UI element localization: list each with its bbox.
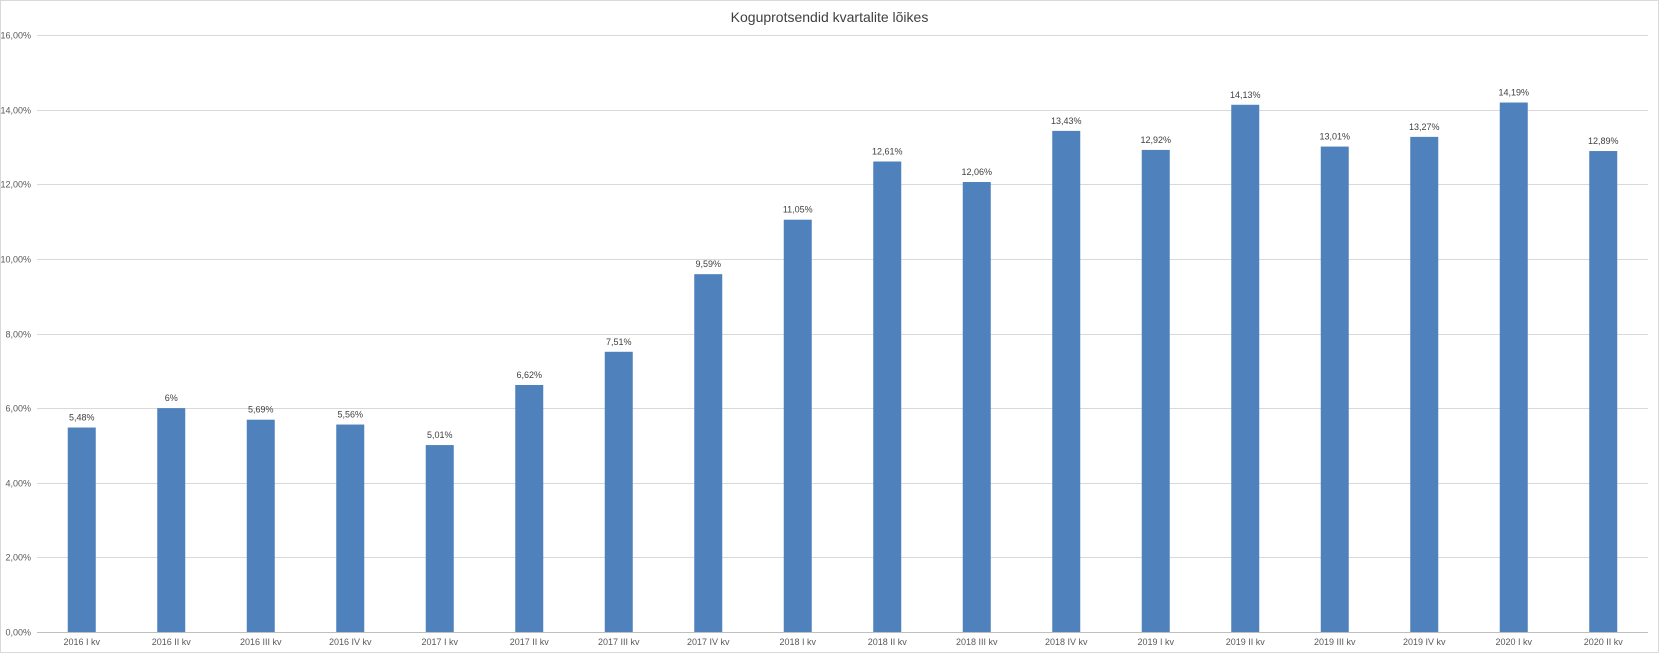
- bar: [1410, 136, 1439, 632]
- data-label: 5,01%: [427, 430, 453, 440]
- data-label: 12,61%: [872, 146, 903, 156]
- data-label: 12,89%: [1588, 136, 1619, 146]
- x-tick-label: 2017 III kv: [598, 637, 640, 647]
- x-tick-label: 2020 I kv: [1495, 637, 1532, 647]
- x-tick-label: 2018 III kv: [956, 637, 998, 647]
- data-label: 14,13%: [1230, 90, 1261, 100]
- bar: [1589, 151, 1618, 632]
- bar: [962, 182, 991, 633]
- data-label: 13,43%: [1051, 116, 1082, 126]
- data-label: 6,62%: [516, 370, 542, 380]
- x-tick-label: 2019 III kv: [1314, 637, 1356, 647]
- y-tick-label: 8,00%: [5, 330, 31, 340]
- x-tick-label: 2016 II kv: [152, 637, 192, 647]
- y-tick-label: 12,00%: [0, 180, 31, 190]
- bar: [1141, 149, 1170, 633]
- x-tick-label: 2018 II kv: [868, 637, 908, 647]
- x-tick-label: 2016 I kv: [63, 637, 100, 647]
- bar: [1231, 104, 1260, 633]
- bar: [157, 408, 186, 632]
- y-tick-label: 6,00%: [5, 404, 31, 414]
- bar: [783, 219, 812, 632]
- x-tick-label: 2019 II kv: [1226, 637, 1266, 647]
- x-tick-label: 2017 II kv: [510, 637, 550, 647]
- bar: [1499, 102, 1528, 632]
- bar: [425, 445, 454, 632]
- x-tick-label: 2018 I kv: [779, 637, 816, 647]
- y-tick-label: 14,00%: [0, 106, 31, 116]
- x-tick-label: 2016 IV kv: [329, 637, 372, 647]
- data-label: 14,19%: [1498, 88, 1529, 98]
- x-tick-label: 2016 III kv: [240, 637, 282, 647]
- y-tick-label: 0,00%: [5, 628, 31, 638]
- data-label: 9,59%: [695, 259, 721, 269]
- bar: [515, 384, 544, 632]
- y-tick-label: 16,00%: [0, 31, 31, 41]
- x-tick-label: 2019 IV kv: [1403, 637, 1446, 647]
- data-label: 12,92%: [1140, 135, 1171, 145]
- bar: [336, 424, 365, 632]
- data-label: 6%: [165, 393, 178, 403]
- bar: [873, 161, 902, 632]
- bar: [67, 427, 96, 632]
- x-tick-label: 2017 IV kv: [687, 637, 730, 647]
- data-label: 12,06%: [961, 167, 992, 177]
- data-label: 13,27%: [1409, 122, 1440, 132]
- bar: [694, 274, 723, 632]
- bar: [604, 351, 633, 632]
- data-label: 5,69%: [248, 405, 274, 415]
- data-label: 11,05%: [783, 205, 813, 215]
- chart-title: Koguprotsendid kvartalite lõikes: [730, 9, 929, 25]
- y-tick-label: 2,00%: [5, 553, 31, 563]
- bar: [1320, 146, 1349, 632]
- y-tick-label: 4,00%: [5, 479, 31, 489]
- bar: [1052, 130, 1081, 632]
- bar: [246, 419, 275, 632]
- y-tick-label: 10,00%: [0, 255, 31, 265]
- x-tick-label: 2019 I kv: [1137, 637, 1174, 647]
- x-tick-label: 2018 IV kv: [1045, 637, 1088, 647]
- data-label: 13,01%: [1319, 132, 1350, 142]
- data-label: 7,51%: [606, 337, 632, 347]
- data-label: 5,48%: [69, 413, 95, 423]
- x-tick-label: 2020 II kv: [1584, 637, 1624, 647]
- x-tick-label: 2017 I kv: [421, 637, 458, 647]
- data-label: 5,56%: [337, 410, 363, 420]
